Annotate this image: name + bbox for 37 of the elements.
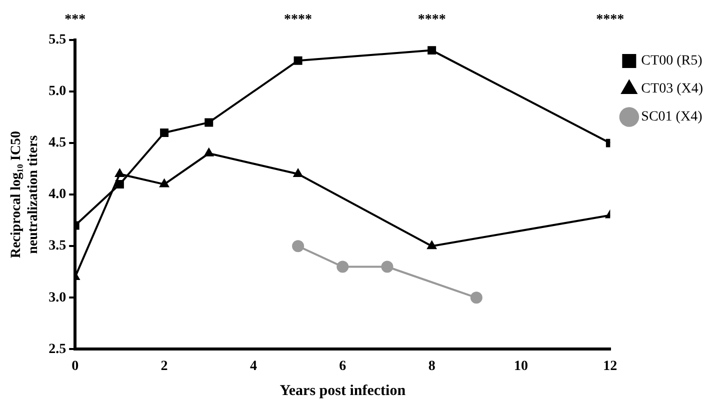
point [381, 260, 394, 273]
point [204, 118, 214, 127]
legend-label: CT03 (X4) [641, 82, 704, 97]
text: **** [596, 12, 624, 28]
point [294, 56, 302, 65]
x-tick-label: 2 [160, 359, 168, 374]
x-axis-title: Years post infection [280, 382, 406, 399]
y-tick-label: 2.5 [48, 342, 66, 357]
y-tick-label: 3.0 [48, 290, 66, 306]
legend-label: SC01 (X4) [641, 110, 703, 125]
x-tick-label: 4 [250, 359, 257, 374]
point [159, 178, 170, 188]
point [292, 168, 304, 177]
x-tick-label: 10 [514, 359, 528, 374]
point [336, 260, 349, 273]
text: *** [64, 12, 86, 28]
y-tick-label: 5.5 [48, 32, 66, 48]
point [160, 128, 169, 138]
y-tick-label: 4.0 [48, 187, 66, 202]
y-tick-label: 3.5 [48, 238, 66, 254]
point [292, 240, 304, 252]
point [470, 292, 482, 304]
y-axis-title: Reciprocal log₁₀ IC50 neutralization titers [9, 131, 41, 258]
x-tick-label: 12 [603, 359, 618, 374]
point [204, 147, 214, 156]
point [426, 240, 438, 250]
point [428, 46, 436, 55]
text: **** [284, 12, 312, 28]
legend-label: CT00 (R5) [641, 54, 703, 69]
x-tick-label: 6 [339, 359, 346, 374]
x-tick-label: 0 [72, 359, 79, 374]
text: **** [418, 12, 446, 28]
point [115, 180, 124, 189]
point [114, 168, 125, 177]
y-tick-label: 5.0 [48, 84, 66, 100]
y-tick-label: 4.5 [48, 136, 66, 151]
x-tick-label: 8 [428, 359, 436, 374]
